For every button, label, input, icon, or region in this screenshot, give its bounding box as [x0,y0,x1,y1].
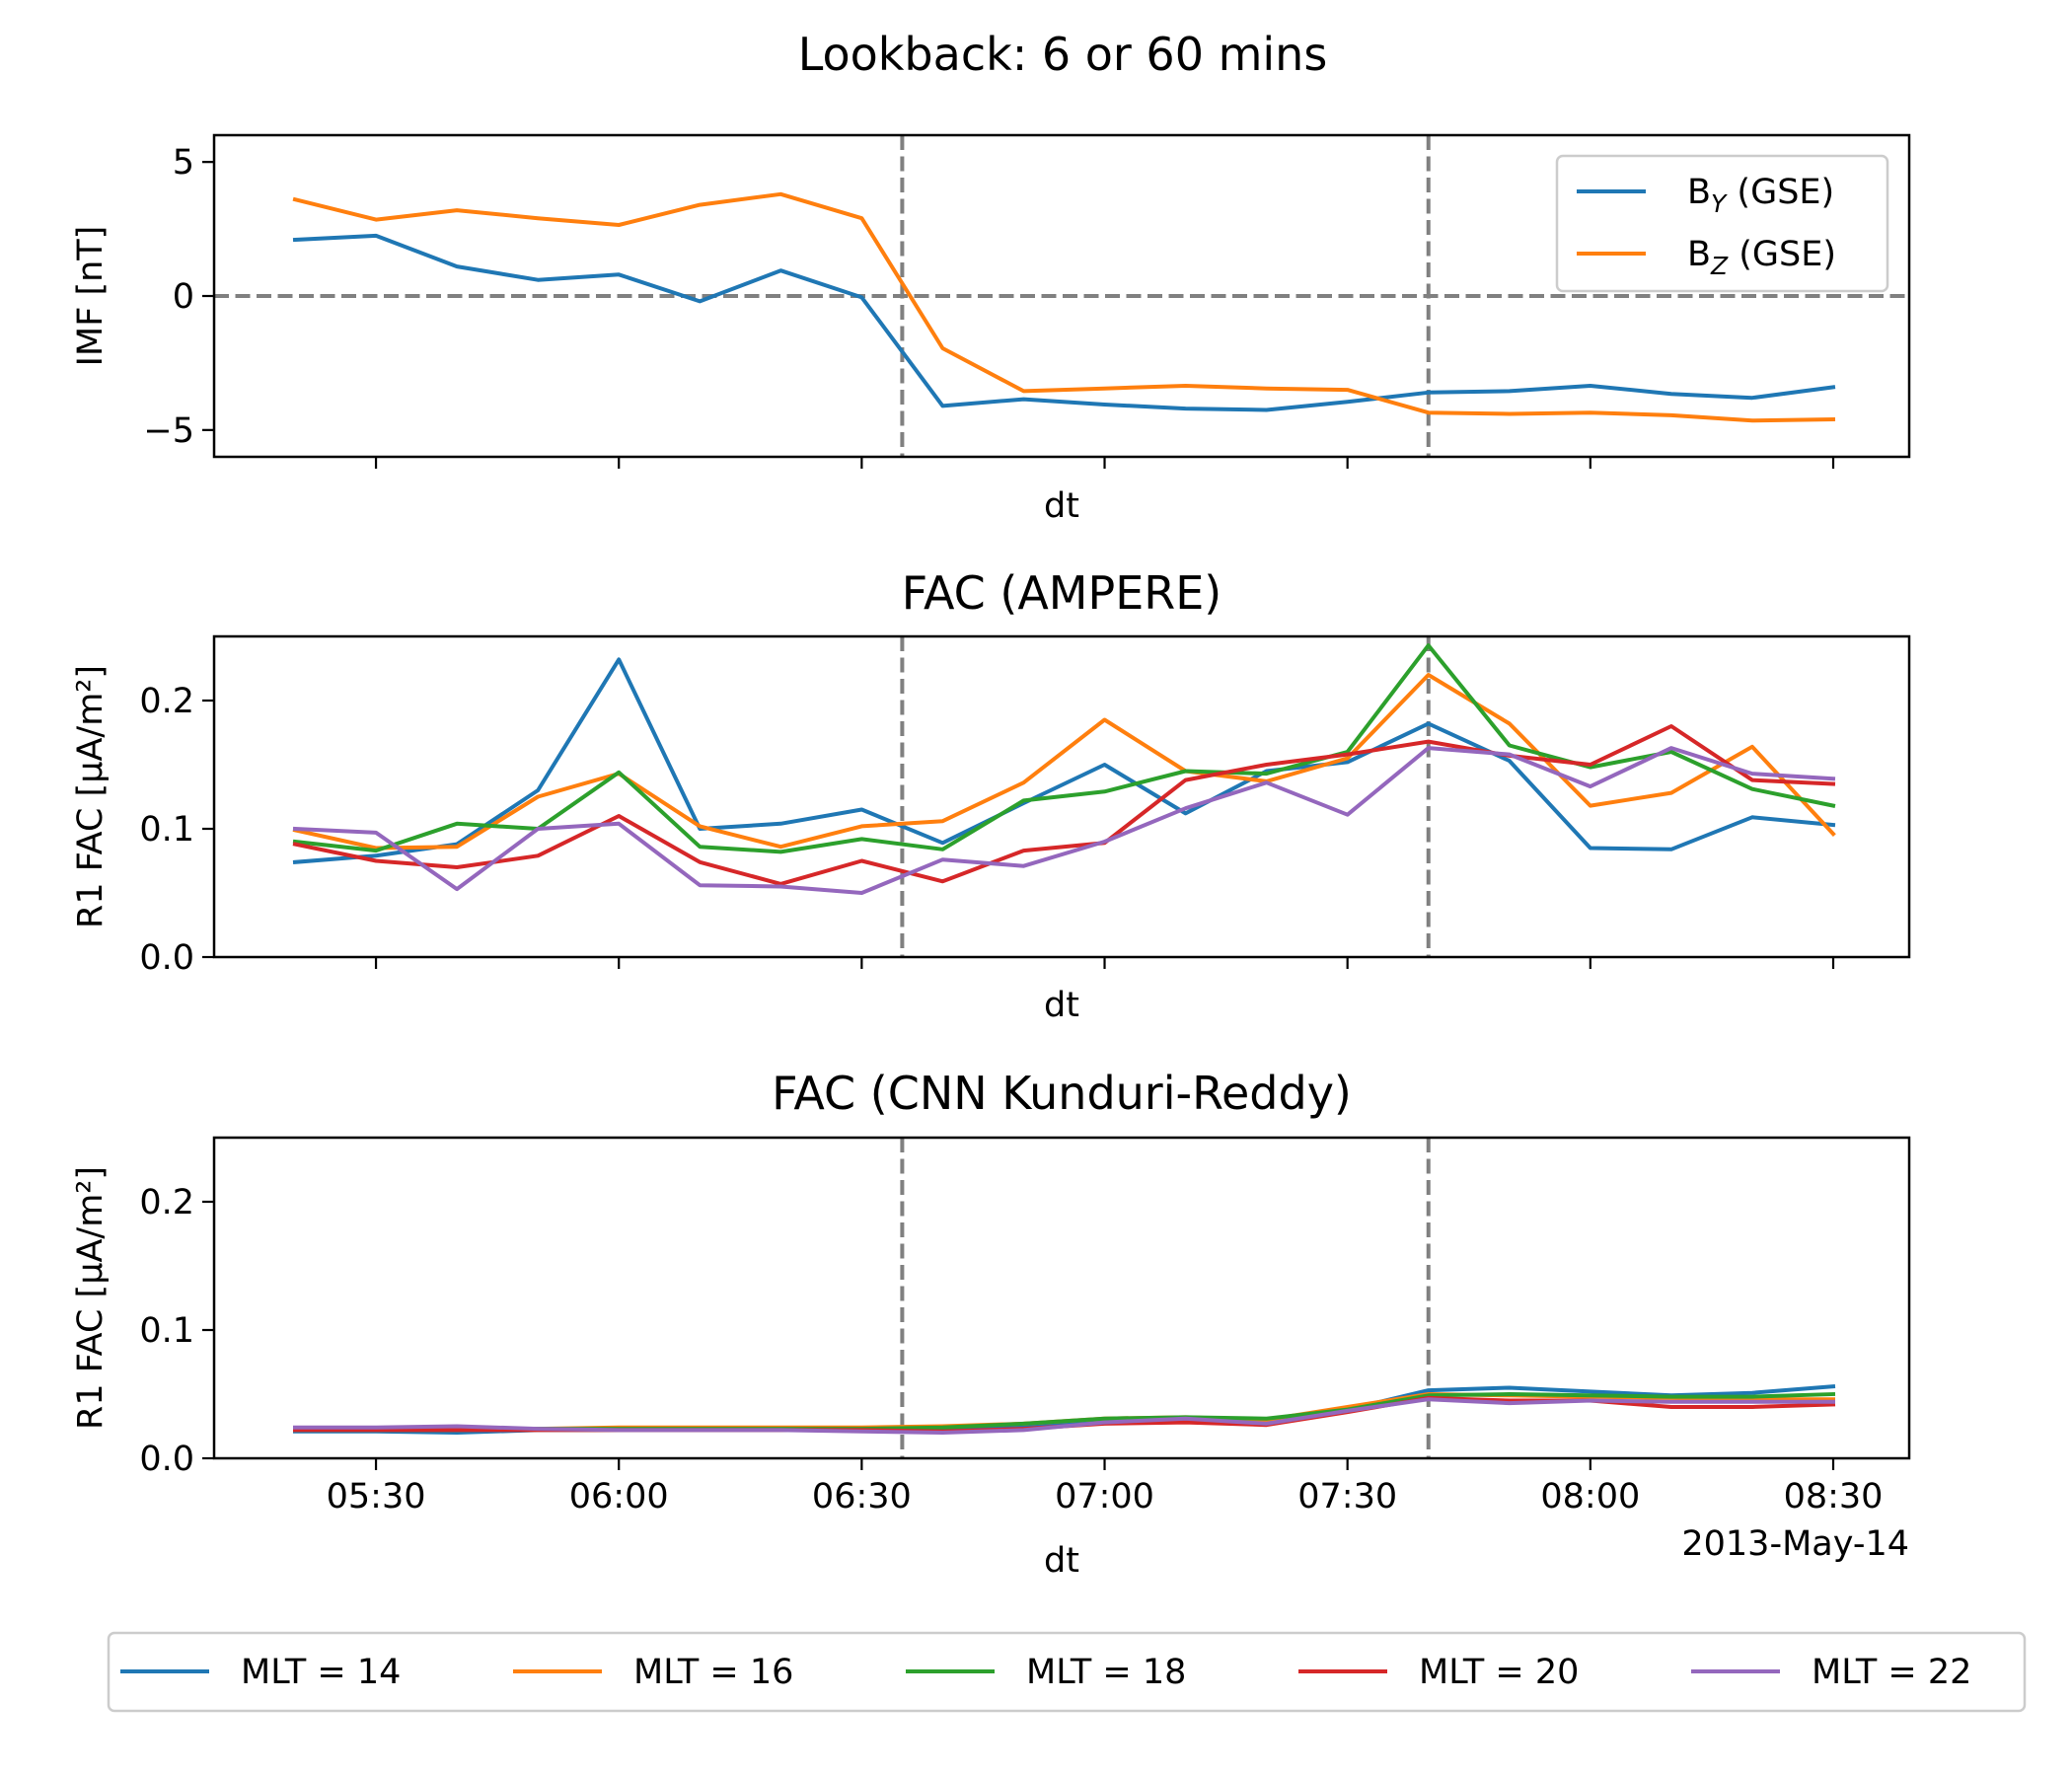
x-tick-label: 08:30 [1784,1477,1884,1517]
series-line [292,233,1836,412]
legend-label: MLT = 18 [1026,1653,1186,1692]
axes-frame [212,1136,1911,1460]
y-tick-label: 0.2 [139,682,194,721]
legend-label: BZ (GSE) [1687,235,1836,280]
series-line [292,657,1836,864]
x-tick-label: 06:00 [569,1477,669,1517]
panel-title: FAC (AMPERE) [902,566,1222,620]
series-line [292,673,1836,851]
y-tick-label: 0.0 [139,938,194,978]
x-tick-label: 07:30 [1297,1477,1397,1517]
fac-cnn-panel: 0.0 0.1 0.2 05:30 06:00 06:30 07:00 07:30 08:00 0… [71,1067,1911,1581]
y-tick-label: 0.1 [139,1311,194,1351]
series-line [292,724,1836,886]
series-line [293,1397,1835,1435]
y-axis-label: IMF [nT] [71,226,111,367]
series-group [292,643,1836,895]
y-tick-label: 0.1 [139,810,194,850]
axes-frame [212,634,1911,959]
imf-panel: −5 0 5 dt IMF [nT] BY (GSE) BZ (GSE) [71,133,1911,526]
y-tick-label: 0.2 [139,1183,194,1222]
y-tick-label: 0 [173,277,194,317]
x-tick-label: 06:30 [812,1477,912,1517]
x-tick-label: 05:30 [327,1477,426,1517]
y-axis-label: R1 FAC [μA/m²] [71,1166,111,1430]
y-axis-label: R1 FAC [μA/m²] [71,665,111,928]
y-tick-label: −5 [143,411,194,451]
series-group [292,191,1836,423]
mlt-legend: MLT = 14 MLT = 16 MLT = 18 MLT = 20 MLT = 22 [107,1631,2027,1713]
x-axis-label: dt [1044,986,1079,1025]
x-axis-label: dt [1044,486,1079,526]
series-line [292,746,1836,895]
axes-frame [212,133,1911,459]
figure-suptitle: Lookback: 6 or 60 mins [798,28,1328,81]
x-tick-label: 08:00 [1540,1477,1640,1517]
legend-label: MLT = 14 [241,1653,401,1692]
legend-label: BY (GSE) [1687,173,1834,218]
legend-label: MLT = 20 [1419,1653,1579,1692]
x-tick-label: 07:00 [1055,1477,1154,1517]
date-label: 2013-May-14 [1681,1524,1909,1564]
x-axis-label: dt [1044,1541,1079,1581]
series-group [293,1384,1836,1435]
legend-label: MLT = 22 [1812,1653,1971,1692]
y-tick-label: 5 [173,143,194,183]
fac-ampere-panel: 0.0 0.1 0.2 FAC (AMPERE) dt R1 FAC [μA/m²] [71,566,1911,1025]
panel-title: FAC (CNN Kunduri-Reddy) [772,1067,1352,1120]
y-tick-label: 0.0 [139,1440,194,1479]
imf-legend: BY (GSE) BZ (GSE) [1555,154,1889,293]
legend-label: MLT = 16 [633,1653,793,1692]
series-line [292,191,1836,423]
mlt-legend-frame [107,1631,2027,1713]
